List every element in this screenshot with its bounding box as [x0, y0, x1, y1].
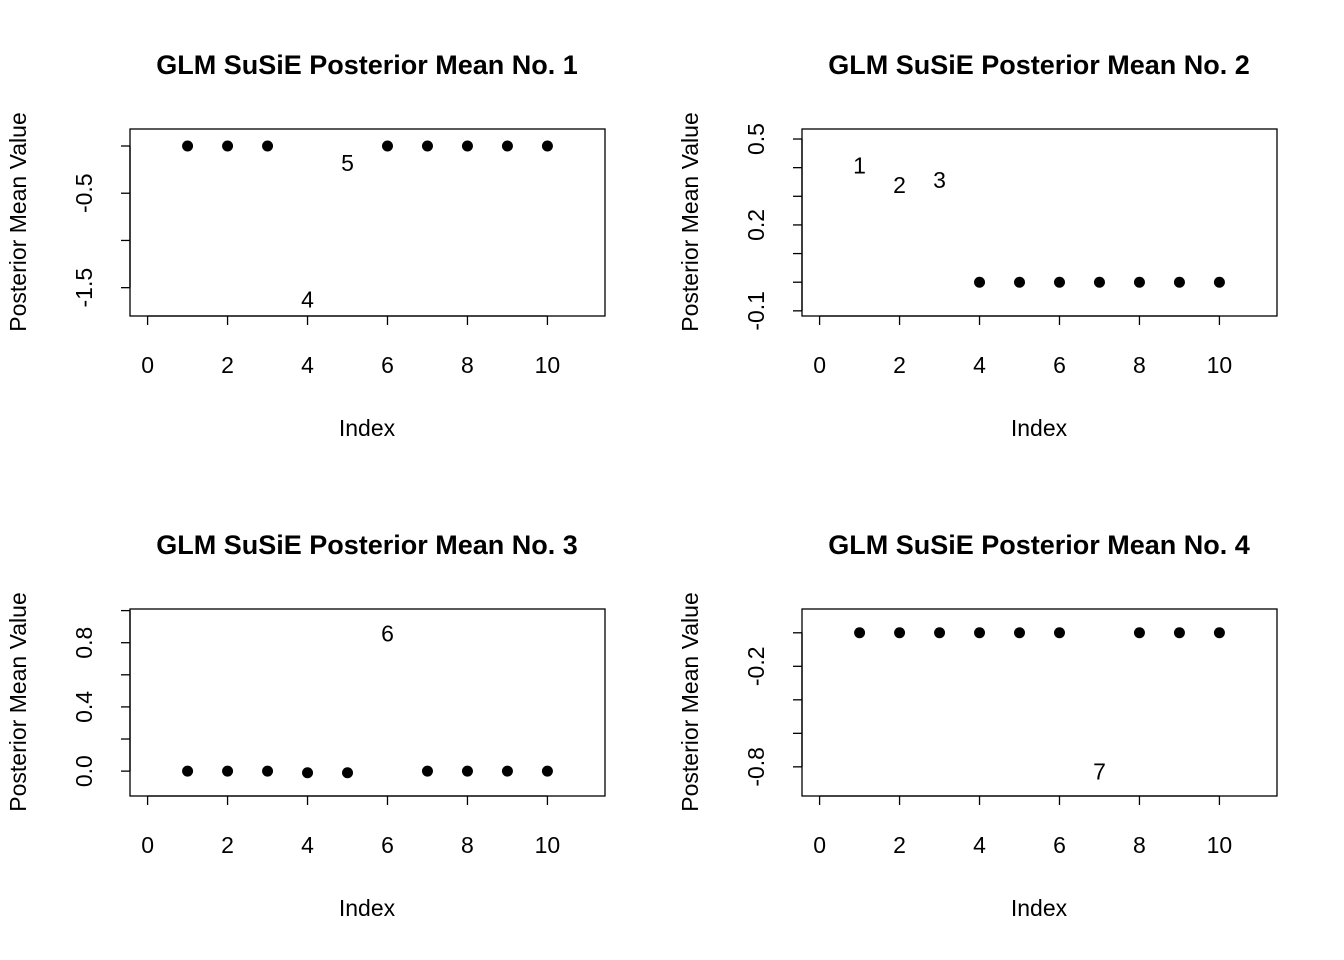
x-tick-label: 6	[1053, 352, 1066, 378]
chart-title: GLM SuSiE Posterior Mean No. 2	[828, 50, 1250, 80]
point	[182, 765, 194, 777]
x-tick-label: 2	[893, 352, 906, 378]
x-tick-label: 10	[1207, 832, 1233, 858]
point	[461, 140, 473, 152]
x-axis-label: Index	[339, 895, 396, 921]
point	[342, 767, 354, 779]
x-tick-label: 0	[141, 352, 154, 378]
point	[461, 765, 473, 777]
y-axis-label: Posterior Mean Value	[677, 112, 703, 331]
x-tick-label: 0	[813, 832, 826, 858]
y-tick-label: 0.8	[71, 627, 97, 659]
panel: GLM SuSiE Posterior Mean No. 1 Index Poste…	[5, 50, 606, 441]
x-axis-label: Index	[1011, 415, 1068, 441]
point	[262, 140, 274, 152]
x-tick-label: 10	[535, 352, 561, 378]
y-tick-label: -1.5	[71, 268, 97, 308]
point	[381, 140, 393, 152]
point-label: 6	[381, 621, 394, 647]
point	[541, 140, 553, 152]
y-tick-label: -0.5	[71, 173, 97, 213]
point-label: 4	[301, 287, 314, 313]
y-axis-label: Posterior Mean Value	[5, 592, 31, 811]
x-tick-label: 4	[301, 352, 314, 378]
point	[1173, 627, 1185, 639]
y-tick-label: 0.2	[743, 209, 769, 241]
plot-box	[129, 608, 606, 797]
point	[854, 627, 866, 639]
plot-box	[129, 128, 606, 317]
x-tick-label: 8	[1133, 832, 1146, 858]
point-label: 7	[1093, 759, 1106, 785]
x-tick-label: 2	[221, 832, 234, 858]
y-tick-label: 0.0	[71, 755, 97, 787]
x-axis-label: Index	[1011, 895, 1068, 921]
y-axis-label: Posterior Mean Value	[5, 112, 31, 331]
point	[894, 627, 906, 639]
point	[302, 767, 314, 779]
x-tick-label: 8	[461, 832, 474, 858]
point	[1213, 276, 1225, 288]
x-tick-label: 4	[301, 832, 314, 858]
point	[501, 140, 513, 152]
x-tick-label: 0	[141, 832, 154, 858]
point	[1133, 276, 1145, 288]
chart-title: GLM SuSiE Posterior Mean No. 3	[156, 530, 578, 560]
y-tick-label: -0.2	[743, 646, 769, 686]
panel: GLM SuSiE Posterior Mean No. 4 Index Poste…	[677, 530, 1278, 921]
point	[1173, 276, 1185, 288]
y-tick-label: 0.4	[71, 691, 97, 723]
y-tick-label: 0.5	[743, 123, 769, 155]
point	[974, 276, 986, 288]
point-label: 2	[893, 172, 906, 198]
point	[1014, 276, 1026, 288]
point	[934, 627, 946, 639]
point	[974, 627, 986, 639]
point	[1053, 276, 1065, 288]
x-tick-label: 2	[893, 832, 906, 858]
point	[1213, 627, 1225, 639]
x-tick-label: 2	[221, 352, 234, 378]
chart-title: GLM SuSiE Posterior Mean No. 4	[828, 530, 1250, 560]
x-tick-label: 8	[1133, 352, 1146, 378]
point	[541, 765, 553, 777]
point-label: 3	[933, 167, 946, 193]
point	[262, 765, 274, 777]
chart-title: GLM SuSiE Posterior Mean No. 1	[156, 50, 578, 80]
x-tick-label: 8	[461, 352, 474, 378]
x-tick-label: 6	[1053, 832, 1066, 858]
point	[222, 140, 234, 152]
point	[222, 765, 234, 777]
x-tick-label: 10	[1207, 352, 1233, 378]
point-label: 5	[341, 150, 354, 176]
x-tick-label: 6	[381, 352, 394, 378]
y-tick-label: -0.8	[743, 747, 769, 787]
point	[421, 140, 433, 152]
x-axis-label: Index	[339, 415, 396, 441]
plot-box	[801, 128, 1278, 317]
point	[1014, 627, 1026, 639]
point-label: 1	[853, 153, 866, 179]
point	[1053, 627, 1065, 639]
x-tick-label: 4	[973, 832, 986, 858]
x-tick-label: 6	[381, 832, 394, 858]
x-tick-label: 0	[813, 352, 826, 378]
plot-box	[801, 608, 1278, 797]
point	[1093, 276, 1105, 288]
point	[421, 765, 433, 777]
panel: GLM SuSiE Posterior Mean No. 2 Index Poste…	[677, 50, 1278, 441]
x-tick-label: 10	[535, 832, 561, 858]
x-tick-label: 4	[973, 352, 986, 378]
point	[1133, 627, 1145, 639]
point	[182, 140, 194, 152]
y-tick-label: -0.1	[743, 291, 769, 331]
y-axis-label: Posterior Mean Value	[677, 592, 703, 811]
panel: GLM SuSiE Posterior Mean No. 3 Index Poste…	[5, 530, 606, 921]
point	[501, 765, 513, 777]
